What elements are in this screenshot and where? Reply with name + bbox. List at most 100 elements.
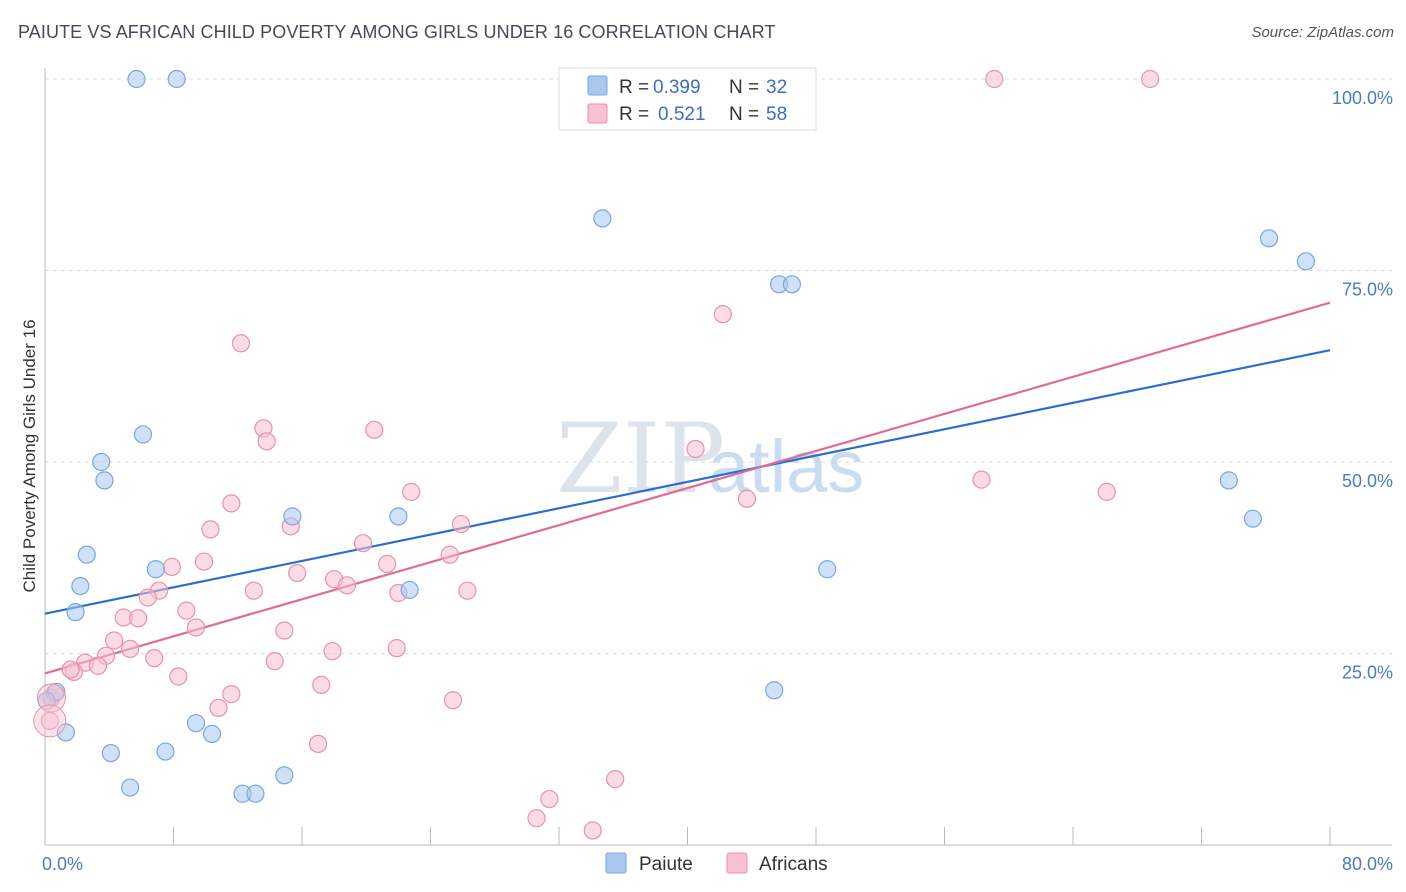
data-point-paiute [782, 275, 802, 294]
data-point-africans [33, 704, 67, 738]
data-point-paiute [246, 784, 265, 803]
bottom-legend-label-africans: Africans [759, 854, 828, 875]
data-point-paiute [66, 603, 85, 622]
data-point-paiute [92, 452, 111, 472]
watermark-zip: ZIP [556, 403, 725, 515]
data-point-africans [186, 618, 206, 637]
data-point-africans [323, 642, 342, 661]
data-point-paiute [593, 209, 612, 228]
data-point-africans [61, 660, 80, 679]
data-point-africans [440, 545, 459, 564]
data-point-africans [194, 552, 214, 571]
data-point-africans [169, 667, 188, 686]
data-point-africans [737, 489, 757, 508]
data-point-paiute [818, 560, 837, 579]
data-point-africans [36, 683, 66, 713]
data-point-africans [365, 420, 384, 439]
legend-swatch-paiute [587, 75, 608, 96]
correlation-legend: R = 0.399 N = 32 R = 0.521 N = 58 [558, 67, 817, 131]
data-point-africans [312, 675, 331, 695]
legend-n-label: N = [729, 104, 759, 125]
y-tick-label: 25.0% [1342, 663, 1393, 683]
data-point-africans [606, 770, 625, 789]
legend-r-label: R = [619, 104, 649, 125]
data-point-africans [1140, 69, 1160, 89]
y-tick-label: 50.0% [1342, 471, 1393, 491]
data-point-paiute [167, 69, 186, 89]
data-point-africans [713, 305, 732, 324]
data-point-paiute [1219, 471, 1238, 490]
data-point-africans [40, 711, 59, 731]
data-point-africans [222, 684, 241, 704]
data-point-africans [209, 698, 228, 717]
grid-lines [45, 78, 1392, 654]
data-point-africans [985, 69, 1004, 89]
data-point-paiute [1259, 229, 1279, 248]
data-points [33, 69, 1316, 840]
y-axis-title: Child Poverty Among Girls Under 16 [20, 319, 39, 592]
data-point-africans [177, 601, 196, 620]
legend-r-value-africans: 0.521 [658, 104, 706, 125]
data-point-africans [104, 631, 124, 650]
series-legend: Paiute Africans [605, 852, 828, 875]
bottom-legend-swatch-africans [726, 852, 748, 874]
legend-swatch-africans [587, 103, 608, 124]
data-point-africans [972, 470, 991, 489]
data-point-paiute [95, 471, 114, 490]
data-point-africans [583, 821, 602, 840]
data-point-africans [527, 809, 546, 828]
data-point-paiute [71, 576, 90, 596]
data-point-paiute [400, 580, 419, 600]
data-point-africans [275, 621, 294, 640]
trend-line-paiute [44, 349, 1331, 615]
x-tick-labels: 0.0% 80.0% [42, 854, 1393, 874]
data-point-africans [337, 576, 357, 595]
y-tick-labels: 25.0% 50.0% 75.0% 100.0% [1332, 88, 1393, 683]
data-point-paiute [146, 560, 165, 579]
data-point-paiute [101, 743, 120, 763]
data-point-paiute [283, 507, 302, 526]
data-point-africans [402, 482, 421, 501]
data-point-africans [145, 648, 164, 668]
bottom-legend-label-paiute: Paiute [639, 854, 693, 875]
legend-r-value-paiute: 0.399 [653, 77, 701, 98]
data-point-africans [686, 439, 705, 459]
data-point-paiute [1296, 252, 1316, 271]
data-point-africans [540, 789, 559, 809]
data-point-africans [201, 520, 220, 539]
legend-n-label: N = [729, 77, 759, 98]
data-point-africans [458, 581, 477, 600]
data-point-africans [138, 588, 157, 607]
data-point-paiute [389, 507, 408, 526]
y-tick-label: 100.0% [1332, 88, 1393, 108]
bottom-legend-swatch-paiute [605, 852, 627, 874]
x-tick-label: 80.0% [1342, 854, 1393, 874]
data-point-africans [257, 432, 276, 451]
data-point-paiute [127, 69, 146, 89]
data-point-africans [308, 734, 328, 753]
data-point-paiute [765, 681, 784, 700]
data-point-africans [244, 581, 263, 600]
trend-line-africans [44, 301, 1331, 675]
data-point-africans [88, 656, 108, 675]
chart-title: PAIUTE VS AFRICAN CHILD POVERTY AMONG GI… [18, 22, 776, 42]
y-tick-label: 75.0% [1342, 280, 1393, 300]
watermark-atlas: atlas [708, 425, 864, 508]
data-point-paiute [121, 778, 140, 797]
source-label: Source: ZipAtlas.com [1251, 24, 1394, 41]
data-point-africans [378, 554, 397, 573]
data-point-africans [231, 334, 251, 353]
data-point-paiute [133, 425, 153, 444]
trend-lines [44, 301, 1331, 675]
data-point-paiute [77, 545, 96, 564]
legend-n-value-paiute: 32 [766, 77, 787, 98]
data-point-paiute [186, 714, 206, 733]
data-point-africans [1097, 482, 1116, 501]
data-point-africans [451, 514, 471, 534]
legend-n-value-africans: 58 [766, 104, 787, 125]
data-point-paiute [202, 724, 222, 744]
data-point-africans [129, 609, 148, 628]
data-point-paiute [156, 742, 175, 761]
data-point-africans [288, 563, 307, 583]
